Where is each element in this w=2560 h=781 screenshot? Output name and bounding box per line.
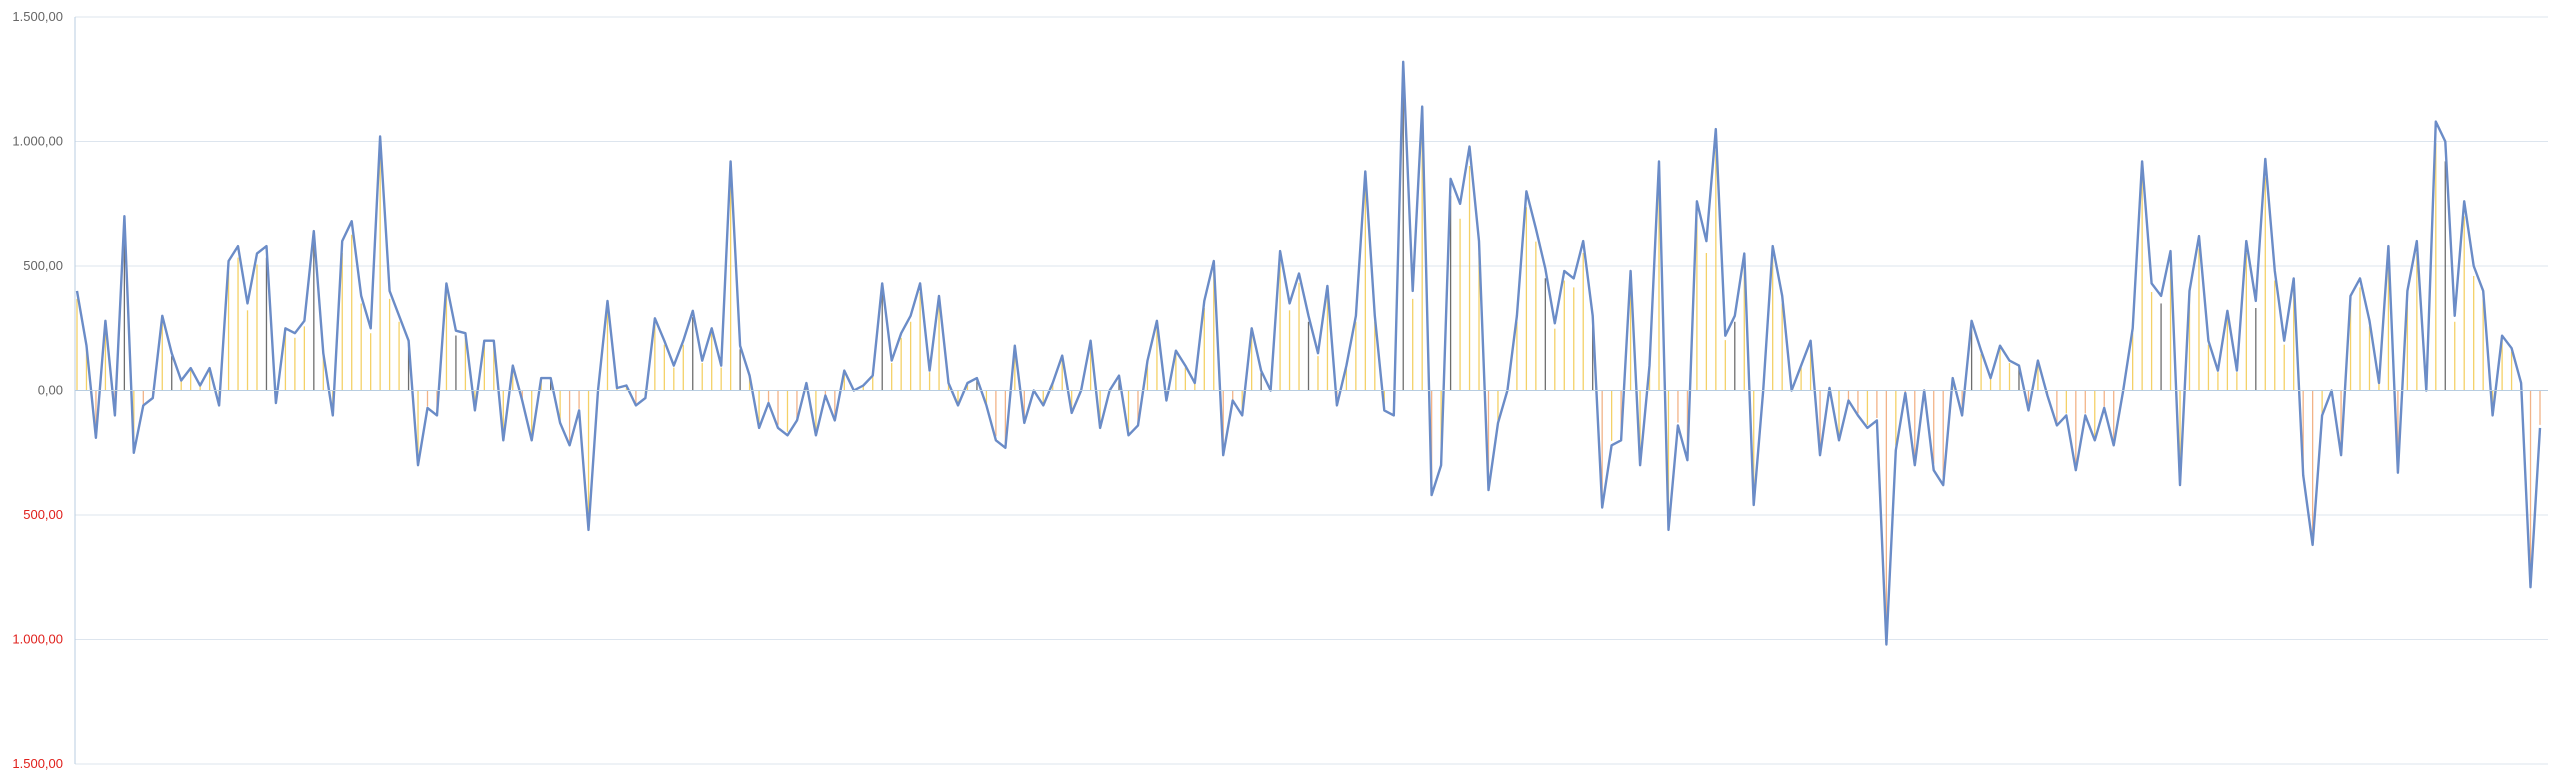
y-tick-label: 1.500,00 xyxy=(12,756,63,771)
tick-layer: 1.500,00 1.000,00 500,00 0,00 500,00 1.000,00… xyxy=(12,9,63,771)
y-tick-label: 500,00 xyxy=(23,507,63,522)
series-line xyxy=(75,60,2542,646)
y-tick-label: 1.000,00 xyxy=(12,134,63,149)
y-tick-label: 1.500,00 xyxy=(12,9,63,24)
bar-layer xyxy=(76,88,2541,625)
y-tick-label: 0,00 xyxy=(38,383,63,398)
line-layer xyxy=(75,60,2542,646)
y-tick-label: 1.000,00 xyxy=(12,632,63,647)
axis-layer xyxy=(74,17,2548,764)
y-tick-label: 500,00 xyxy=(23,258,63,273)
